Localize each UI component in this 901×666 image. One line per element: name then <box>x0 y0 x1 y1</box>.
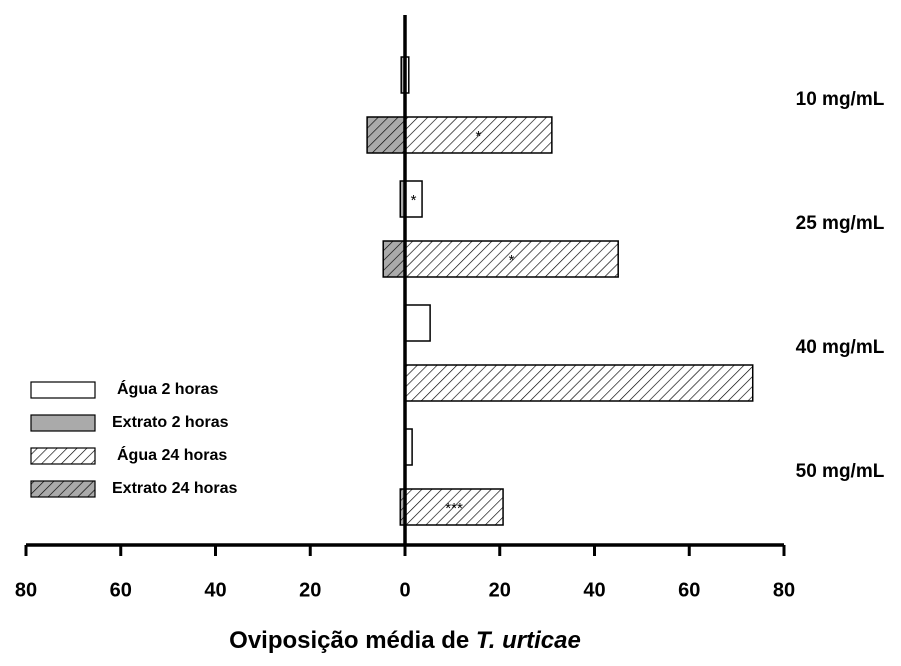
significance-label: *** <box>445 500 463 517</box>
x-axis-label-text: Oviposição média de <box>229 627 469 654</box>
bar <box>366 116 406 154</box>
category-label: 40 mg/mL <box>796 337 885 358</box>
legend-swatch <box>30 480 96 498</box>
significance-label: * <box>476 128 482 145</box>
legend-label: Extrato 24 horas <box>112 480 237 497</box>
x-axis-label-species: T. urticae <box>476 627 581 654</box>
bar <box>404 116 553 154</box>
bar <box>404 304 431 342</box>
x-tick-label: 20 <box>299 579 321 601</box>
bar <box>382 240 406 278</box>
significance-label: * <box>411 192 417 209</box>
x-tick-label: 0 <box>399 579 410 601</box>
bar <box>404 240 619 278</box>
bar <box>404 364 754 402</box>
category-label: 25 mg/mL <box>796 213 885 234</box>
legend-label: Água 2 horas <box>117 379 218 398</box>
significance-label: * <box>509 252 515 269</box>
legend-label: Água 24 horas <box>117 445 227 464</box>
legend-swatch <box>30 414 96 432</box>
legend-label: Extrato 2 horas <box>112 414 229 431</box>
x-tick-label: 80 <box>773 579 795 601</box>
x-axis-label: Oviposição média de T. urticae <box>229 627 581 654</box>
category-label: 50 mg/mL <box>796 461 885 482</box>
x-tick-label: 40 <box>583 579 605 601</box>
x-tick-label: 80 <box>15 579 37 601</box>
x-tick-label: 20 <box>489 579 511 601</box>
legend-swatch <box>30 447 96 465</box>
legend-swatch <box>30 381 96 399</box>
x-tick-label: 60 <box>110 579 132 601</box>
x-tick-label: 40 <box>204 579 226 601</box>
category-label: 10 mg/mL <box>796 89 885 110</box>
x-tick-label: 60 <box>678 579 700 601</box>
